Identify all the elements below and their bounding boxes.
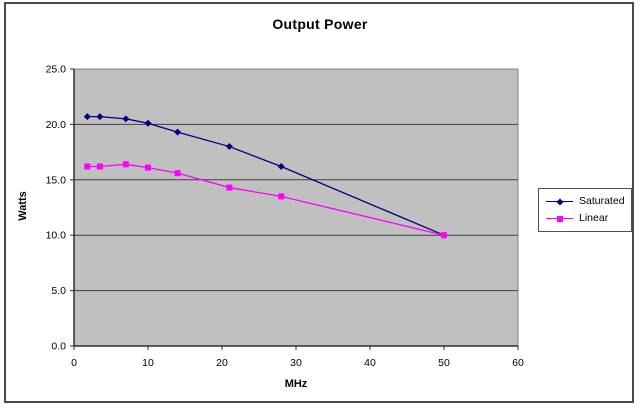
plot-area bbox=[73, 68, 519, 347]
saturated-data-point bbox=[83, 113, 91, 121]
y-tick-label: 15.0 bbox=[46, 174, 67, 186]
legend: Saturated Linear bbox=[538, 188, 632, 232]
legend-label-saturated: Saturated bbox=[579, 195, 625, 207]
saturated-series-line bbox=[87, 115, 445, 236]
x-tick-label: 20 bbox=[216, 357, 228, 369]
square-icon bbox=[556, 215, 563, 222]
y-axis-title: Watts bbox=[17, 191, 29, 221]
linear-data-point bbox=[174, 170, 181, 177]
saturated-data-point bbox=[174, 128, 182, 136]
x-tick-label: 50 bbox=[438, 357, 450, 369]
saturated-data-point bbox=[96, 113, 104, 121]
x-tick-label: 60 bbox=[512, 357, 524, 369]
linear-data-point bbox=[441, 232, 447, 239]
linear-data-point bbox=[278, 193, 285, 200]
y-tick-label: 25.0 bbox=[46, 64, 67, 76]
linear-data-point bbox=[122, 161, 129, 168]
linear-data-point bbox=[226, 184, 233, 191]
x-tick-label: 40 bbox=[364, 357, 376, 369]
linear-line-sample bbox=[546, 215, 573, 222]
legend-label-linear: Linear bbox=[579, 212, 609, 224]
y-tick-label: 20.0 bbox=[46, 119, 67, 131]
legend-item-linear: Linear bbox=[546, 212, 631, 225]
saturated-data-point bbox=[225, 143, 233, 151]
linear-data-point bbox=[96, 163, 103, 170]
chart-title: Output Power bbox=[272, 16, 368, 32]
x-tick-label: 0 bbox=[71, 357, 77, 369]
saturated-data-point bbox=[277, 163, 285, 171]
linear-series-line bbox=[87, 163, 445, 236]
legend-item-saturated: Saturated bbox=[546, 195, 631, 208]
y-tick-label: 5.0 bbox=[51, 285, 66, 297]
linear-data-point bbox=[84, 163, 91, 170]
x-axis-title: MHz bbox=[284, 378, 308, 390]
saturated-line-sample bbox=[546, 197, 573, 206]
y-tick-label: 10.0 bbox=[46, 230, 67, 242]
saturated-data-point bbox=[122, 115, 130, 123]
x-tick-label: 30 bbox=[290, 357, 302, 369]
y-tick-label: 0.0 bbox=[51, 341, 66, 353]
diamond-icon bbox=[555, 197, 564, 206]
x-tick-label: 10 bbox=[142, 357, 154, 369]
saturated-data-point bbox=[144, 119, 152, 127]
linear-data-point bbox=[145, 164, 151, 171]
